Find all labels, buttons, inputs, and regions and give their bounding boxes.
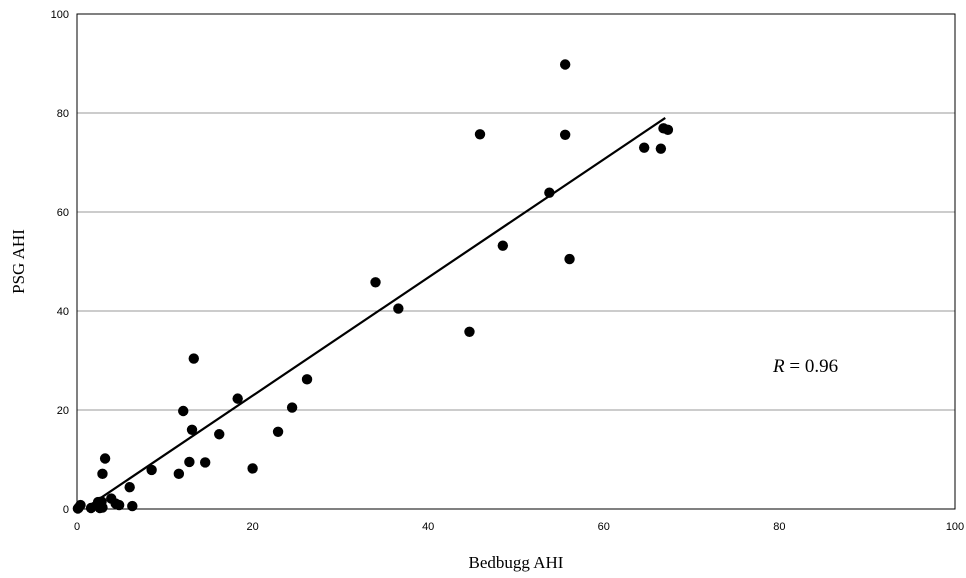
trendline <box>89 117 666 506</box>
data-point <box>214 429 225 440</box>
data-point <box>127 500 138 512</box>
x-tick-label: 20 <box>246 521 258 533</box>
data-point <box>393 303 404 314</box>
data-point <box>199 457 211 468</box>
y-tick-label: 60 <box>57 207 69 219</box>
data-points <box>72 59 674 514</box>
x-tick-labels: 0 20 40 60 80 100 <box>74 521 964 533</box>
data-point <box>272 426 284 437</box>
data-point <box>184 456 195 468</box>
data-point <box>247 463 258 474</box>
data-point <box>638 142 650 153</box>
data-point <box>188 353 199 364</box>
x-axis-title: Bedbugg AHI <box>469 553 564 572</box>
data-point <box>474 129 486 140</box>
x-tick-label: 40 <box>422 521 434 533</box>
r-value-annotation: R = 0.96 <box>772 356 838 377</box>
data-point <box>85 502 97 514</box>
plot-area <box>76 13 956 510</box>
data-point <box>232 393 243 404</box>
x-tick-label: 100 <box>946 521 964 533</box>
data-point <box>301 374 313 385</box>
gridlines <box>77 112 955 411</box>
data-point <box>497 240 509 251</box>
data-point <box>655 143 667 154</box>
data-point <box>559 129 571 140</box>
y-tick-label: 0 <box>63 504 69 516</box>
data-point <box>178 405 189 417</box>
x-tick-label: 0 <box>74 521 80 533</box>
data-point <box>186 424 198 435</box>
data-point <box>173 468 185 480</box>
data-point <box>370 277 381 288</box>
y-tick-label: 40 <box>57 306 69 318</box>
data-point <box>97 468 108 480</box>
r-value: = 0.96 <box>785 356 838 377</box>
x-tick-label: 60 <box>598 521 610 533</box>
data-point <box>286 402 298 413</box>
data-point <box>559 59 571 70</box>
data-point <box>113 499 125 511</box>
data-point <box>99 453 111 464</box>
data-point <box>464 326 475 337</box>
y-tick-label: 80 <box>57 108 69 120</box>
y-tick-label: 100 <box>51 9 69 21</box>
r-symbol: R <box>772 356 785 377</box>
data-point <box>72 503 84 514</box>
x-tick-label: 80 <box>773 521 785 533</box>
data-point <box>662 124 674 136</box>
data-point <box>124 482 135 493</box>
data-point <box>146 464 157 476</box>
y-tick-label: 20 <box>57 405 69 417</box>
y-axis-title: PSG AHI <box>9 229 28 294</box>
y-tick-labels: 0 20 40 60 80 100 <box>51 9 69 516</box>
data-point <box>564 253 575 265</box>
